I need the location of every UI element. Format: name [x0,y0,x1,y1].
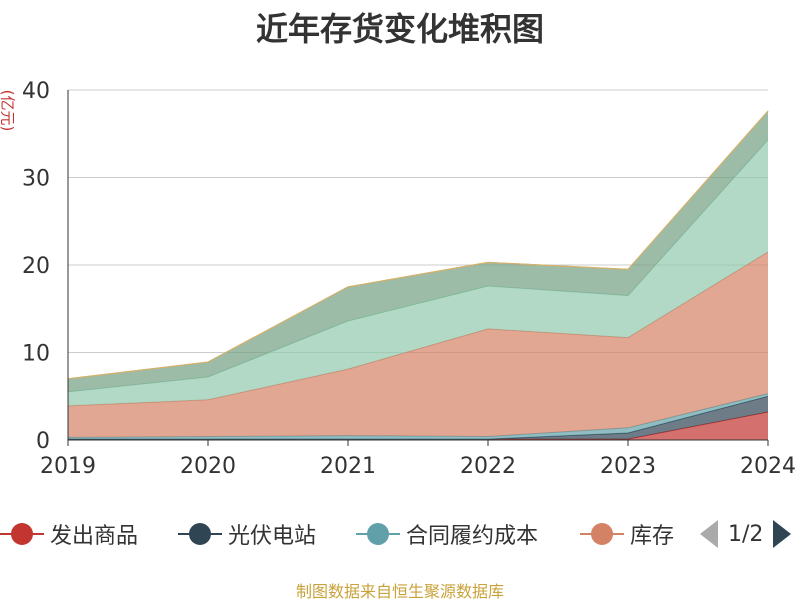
area-series-4 [68,251,768,438]
legend-next-page-icon[interactable] [773,520,792,548]
x-tick-label: 2019 [40,454,96,479]
legend-symbol [580,516,624,552]
legend-pager: 1/2 [700,516,792,552]
y-tick-label: 40 [22,79,50,104]
legend-label: 合同履约成本 [406,524,539,549]
stack-top-outline [67,110,769,380]
x-tick-label: 2024 [740,454,796,479]
legend-symbol [356,516,400,552]
legend-item-pv-station[interactable]: 光伏电站 [178,516,316,552]
legend-prev-page-icon[interactable] [700,520,718,548]
x-tick-label: 2020 [180,454,236,479]
y-tick-label: 30 [22,167,50,192]
y-tick-label: 20 [22,254,50,279]
x-tick-label: 2022 [460,454,516,479]
source-note: 制图数据来自恒生聚源数据库 [295,582,504,601]
legend-label: 光伏电站 [228,524,317,549]
y-tick-label: 0 [36,429,50,454]
legend-item-inventory[interactable]: 库存 [580,516,674,552]
area-series-1 [68,412,768,440]
x-tick-label: 2023 [600,454,656,479]
legend: 发出商品 光伏电站 合同履约成本 库存 1/2 [0,516,800,552]
legend-label: 发出商品 [50,524,139,549]
y-tick-label: 10 [22,342,50,367]
legend-page-indicator: 1/2 [728,521,764,547]
legend-symbol [178,516,222,552]
legend-item-shipped-goods[interactable]: 发出商品 [0,516,138,552]
legend-symbol [0,516,44,552]
legend-item-contract-cost[interactable]: 合同履约成本 [356,516,538,552]
legend-label: 库存 [630,524,675,549]
x-tick-label: 2021 [320,454,376,479]
chart-title: 近年存货变化堆积图 [255,10,544,48]
